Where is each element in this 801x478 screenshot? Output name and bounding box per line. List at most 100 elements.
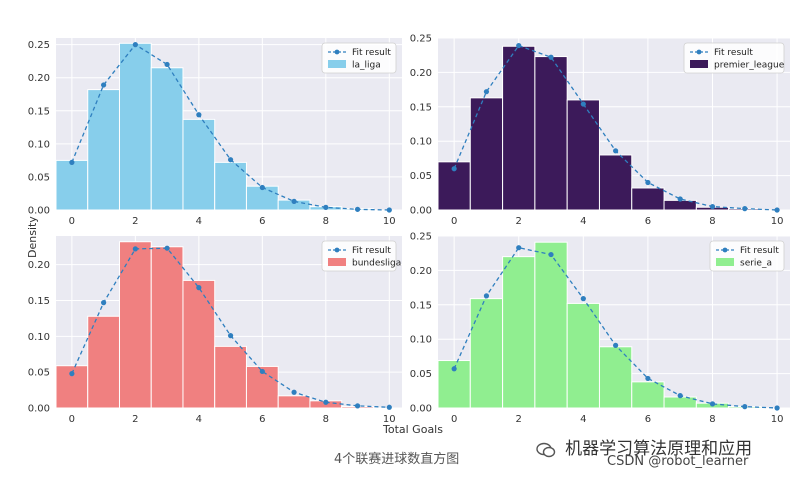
panel-top-right: 0 2 4 6 8 10 0.00 0.05 0.10 0.15 0.20 0.25 Fit resul…: [410, 34, 790, 227]
fit-point: [164, 61, 170, 68]
fit-point: [132, 42, 138, 48]
legend-box: [683, 42, 785, 74]
x-tick-label: 6: [259, 216, 265, 227]
legend-bar-swatch: [690, 60, 708, 68]
x-tick-label: 0: [69, 216, 75, 227]
fit-point: [323, 399, 329, 405]
histogram-bar: [631, 187, 665, 211]
histogram-bar: [534, 56, 568, 211]
y-tick-label: 0.05: [410, 171, 432, 182]
x-tick-label: 10: [383, 216, 396, 227]
x-tick-label: 10: [771, 414, 784, 425]
fit-point: [69, 371, 75, 377]
legend: Fit result la_liga: [321, 42, 397, 74]
fit-line: [71, 43, 390, 211]
fit-point: [227, 333, 234, 339]
x-tick-label: 4: [580, 414, 586, 425]
histogram-bar: [182, 279, 216, 409]
y-tick-label: 0.05: [28, 368, 50, 379]
y-tick-label: 0.05: [410, 369, 432, 380]
x-tick-label: 8: [323, 414, 329, 425]
fit-point: [69, 159, 75, 165]
y-tick-label: 0.25: [410, 34, 432, 45]
fit-point: [645, 179, 651, 186]
figure-caption: 4个联赛进球数直方图: [334, 452, 460, 467]
y-tick-label: 0.10: [28, 332, 50, 343]
y-tick-label: 0.00: [28, 206, 50, 217]
legend-fit-label: Fit result: [714, 48, 753, 58]
y-tick-label: 0.20: [410, 68, 432, 79]
legend: Fit result serie_a: [709, 240, 785, 272]
histogram-bar: [469, 298, 504, 409]
legend: Fit result bundesliga: [321, 240, 401, 272]
legend-bar-swatch: [328, 60, 346, 68]
y-tick-label: 0.15: [410, 102, 432, 113]
fit-point: [677, 393, 683, 399]
fit-point: [291, 198, 297, 204]
wechat-icon: [536, 442, 556, 458]
histogram-bar: [150, 67, 184, 211]
histogram-bar: [150, 246, 184, 409]
fit-point: [196, 112, 202, 118]
watermark-subtitle: CSDN @robot_learner: [607, 454, 749, 469]
fit-point: [742, 206, 748, 212]
fit-point: [132, 246, 138, 252]
y-tick-label: 0.25: [410, 232, 432, 243]
x-tick-label: 8: [709, 414, 715, 425]
histogram-bar: [118, 42, 152, 211]
fit-point: [548, 54, 554, 60]
histogram-bar: [631, 381, 665, 409]
x-tick-label: 6: [645, 216, 651, 227]
histogram-bar: [566, 302, 600, 409]
x-tick-label: 2: [516, 216, 522, 227]
histogram-bar: [663, 396, 697, 409]
x-tick-label: 6: [645, 414, 651, 425]
fit-point: [291, 389, 297, 395]
fit-point: [613, 342, 619, 348]
x-tick-label: 0: [451, 216, 457, 227]
histogram-bar: [55, 159, 89, 211]
fit-point: [548, 251, 554, 258]
legend-series-label: serie_a: [740, 259, 772, 269]
fit-point: [709, 203, 716, 210]
histogram-bar: [502, 45, 536, 211]
y-tick-label: 0.15: [28, 296, 50, 307]
histogram-bar: [598, 346, 633, 409]
legend-fit-marker: [696, 49, 702, 55]
fit-point: [101, 82, 107, 88]
y-tick-label: 0.15: [28, 106, 50, 117]
x-tick-label: 2: [132, 414, 138, 425]
fit-point: [323, 204, 329, 210]
fit-point: [386, 207, 392, 213]
histogram-bar: [502, 256, 536, 409]
fit-point: [196, 285, 202, 291]
histogram-bar: [277, 395, 311, 409]
fit-point: [516, 245, 522, 251]
y-tick-label: 0.10: [28, 139, 50, 150]
x-tick-label: 8: [709, 216, 715, 227]
x-tick-label: 10: [771, 216, 784, 227]
histogram-bar: [118, 241, 152, 409]
x-tick-label: 2: [132, 216, 138, 227]
y-tick-label: 0.15: [410, 300, 432, 311]
x-tick-label: 0: [69, 414, 75, 425]
fit-point: [259, 368, 265, 375]
legend-series-label: bundesliga: [352, 259, 401, 269]
fit-point: [580, 101, 586, 107]
fit-point: [774, 405, 780, 411]
fit-point: [483, 89, 490, 95]
fit-point: [354, 206, 361, 212]
histogram-bar: [214, 345, 247, 409]
y-tick-label: 0.25: [28, 40, 50, 51]
fit-point: [677, 196, 683, 202]
y-axis-label: Density: [26, 216, 39, 258]
legend: Fit result premier_league: [683, 42, 785, 74]
y-tick-label: 0.20: [28, 260, 50, 271]
legend-series-label: la_liga: [352, 61, 381, 71]
x-tick-label: 4: [196, 414, 202, 425]
histogram-bar: [598, 154, 633, 211]
histogram-bar: [87, 315, 120, 409]
x-tick-label: 4: [196, 216, 202, 227]
panel-bottom-right: 0 2 4 6 8 10 0.00 0.05 0.10 0.15 0.20 0.25 Fit resul…: [410, 232, 790, 425]
